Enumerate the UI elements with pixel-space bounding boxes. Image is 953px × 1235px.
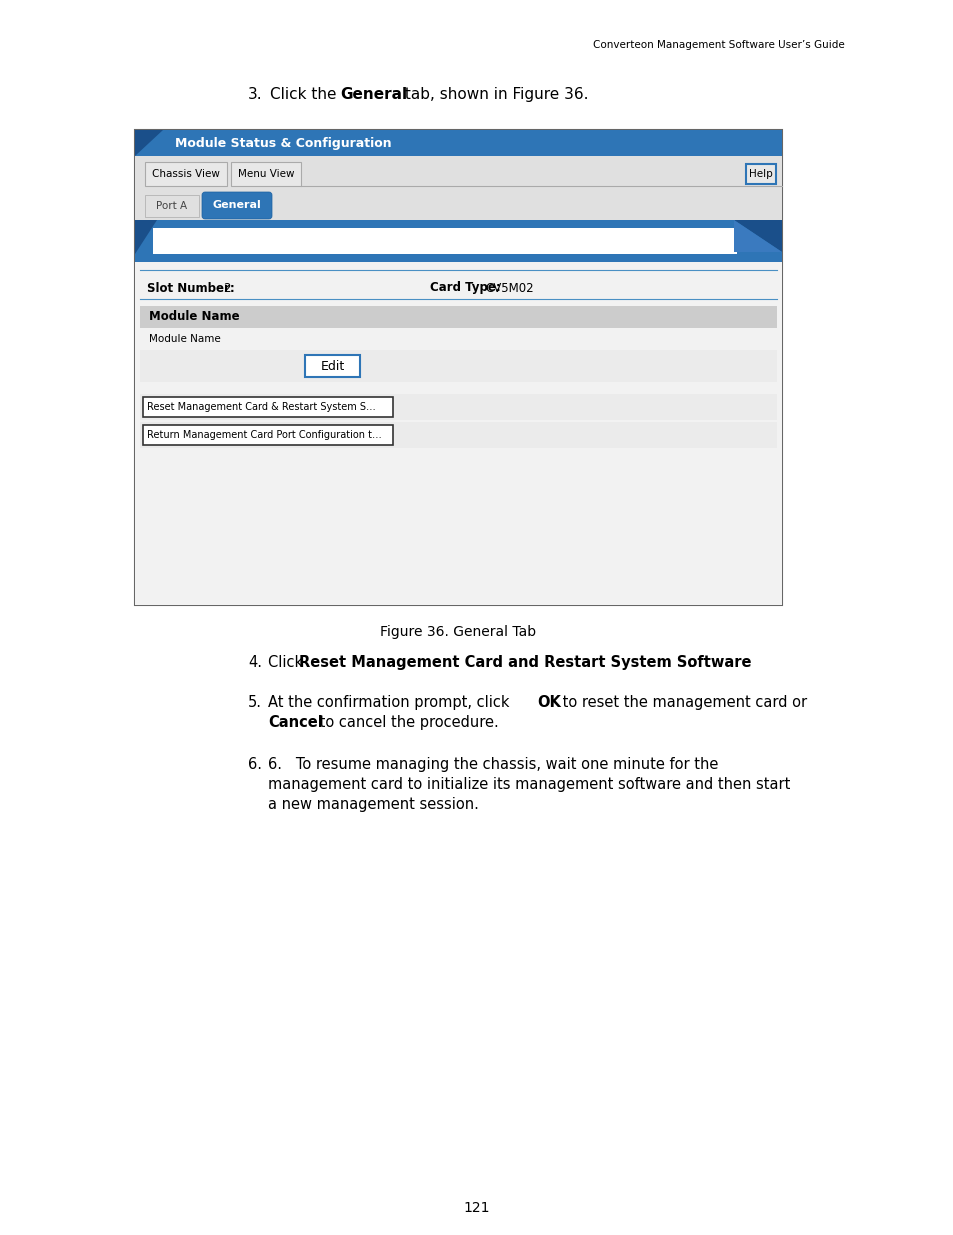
Text: Reset Management Card and Restart System Software: Reset Management Card and Restart System… [298, 655, 751, 671]
Bar [135, 130, 781, 605]
Text: Module Name: Module Name [149, 310, 239, 324]
Polygon shape [733, 220, 781, 252]
Text: General: General [213, 200, 261, 210]
Text: CV5M02: CV5M02 [484, 282, 533, 294]
Text: Module Status & Configuration: Module Status & Configuration [174, 137, 392, 149]
Text: a new management session.: a new management session. [268, 797, 478, 811]
Text: At the confirmation prompt, click: At the confirmation prompt, click [268, 695, 514, 710]
Text: Slot Number:: Slot Number: [147, 282, 234, 294]
Text: Click the: Click the [270, 86, 341, 103]
Bar [140, 422, 776, 448]
Text: Return Management Card Port Configuration t…: Return Management Card Port Configuratio… [147, 430, 381, 440]
Text: Figure 36. General Tab: Figure 36. General Tab [380, 625, 536, 638]
Bar [140, 394, 776, 420]
Text: to reset the management card or: to reset the management card or [558, 695, 806, 710]
Bar [745, 164, 775, 184]
Text: Edit: Edit [320, 359, 344, 373]
Text: Cancel: Cancel [268, 715, 322, 730]
Text: Port A: Port A [156, 201, 188, 211]
Bar [135, 130, 781, 156]
Bar [140, 350, 776, 382]
Polygon shape [733, 220, 781, 252]
Bar [135, 156, 781, 191]
Text: Help: Help [748, 169, 772, 179]
Text: Card Type:: Card Type: [430, 282, 500, 294]
Bar [231, 162, 301, 186]
Bar [135, 262, 781, 605]
Text: Menu View: Menu View [237, 169, 294, 179]
Text: 6.   To resume managing the chassis, wait one minute for the: 6. To resume managing the chassis, wait … [268, 757, 718, 772]
Text: tab, shown in Figure 36.: tab, shown in Figure 36. [399, 86, 588, 103]
Text: General: General [339, 86, 407, 103]
Bar [143, 396, 393, 417]
Bar [145, 195, 199, 217]
Text: to cancel the procedure.: to cancel the procedure. [314, 715, 498, 730]
Bar [152, 228, 737, 254]
Polygon shape [135, 130, 163, 156]
Bar [135, 191, 781, 220]
Text: 4.: 4. [248, 655, 262, 671]
Bar [140, 329, 776, 350]
Text: management card to initialize its management software and then start: management card to initialize its manage… [268, 777, 789, 792]
Text: OK: OK [537, 695, 560, 710]
Bar [140, 306, 776, 329]
Text: 3.: 3. [248, 86, 262, 103]
Text: .: . [686, 655, 691, 671]
Text: Click: Click [268, 655, 308, 671]
Bar [143, 425, 393, 445]
Bar [305, 354, 359, 377]
Text: Reset Management Card & Restart System S…: Reset Management Card & Restart System S… [147, 403, 375, 412]
Text: Chassis View: Chassis View [152, 169, 220, 179]
Polygon shape [135, 220, 157, 254]
Text: 5.: 5. [248, 695, 262, 710]
FancyBboxPatch shape [202, 191, 272, 219]
Text: 2: 2 [223, 282, 231, 294]
Text: Module Name: Module Name [149, 333, 220, 345]
Bar [135, 220, 781, 262]
Text: Converteon Management Software User’s Guide: Converteon Management Software User’s Gu… [593, 40, 844, 49]
Text: 121: 121 [463, 1200, 490, 1215]
Text: 6.: 6. [248, 757, 262, 772]
Bar [145, 162, 227, 186]
